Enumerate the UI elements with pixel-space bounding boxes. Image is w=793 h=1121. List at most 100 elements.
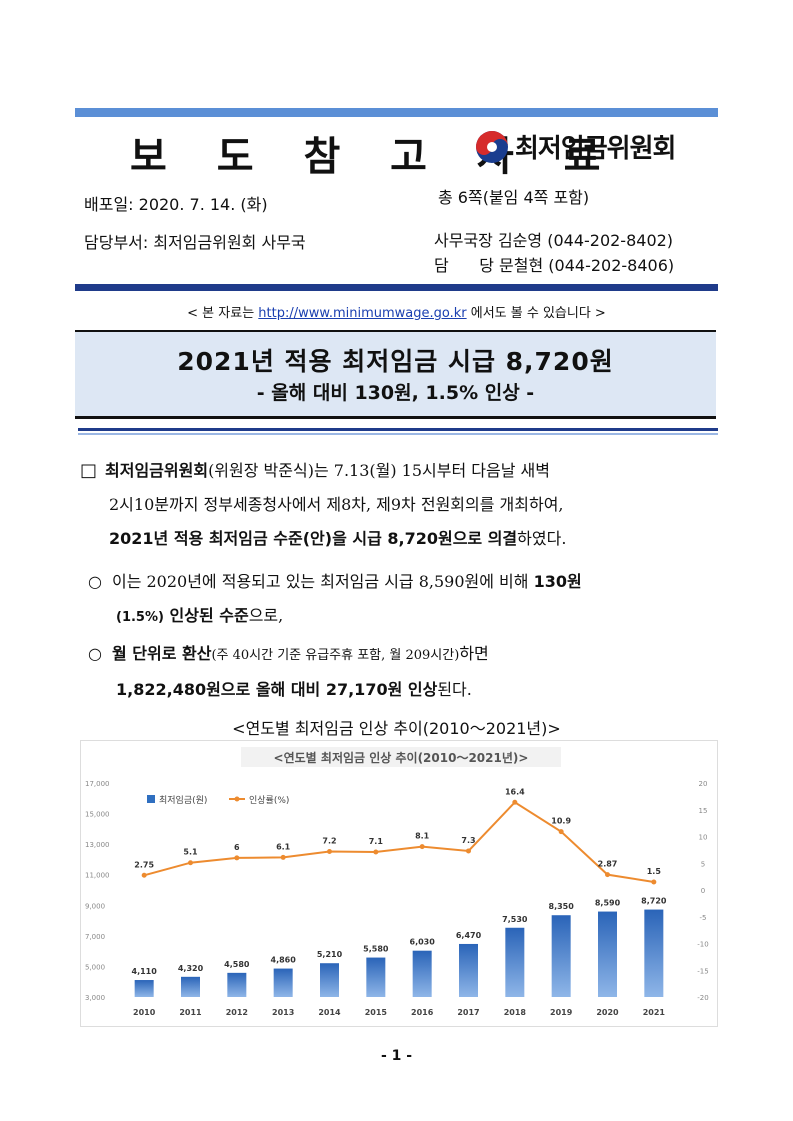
x-tick-label: 2016 — [411, 1008, 434, 1017]
increase-rate-point — [558, 829, 564, 835]
p3-monthly-amount: 1,822,480원으로 올해 대비 27,170원 인상 — [116, 680, 438, 699]
department: 담당부서: 최저임금위원회 사무국 — [84, 233, 306, 252]
increase-rate-point — [605, 872, 610, 878]
increase-rate-point — [141, 872, 147, 878]
wage-bar — [459, 943, 478, 997]
y-left-tick-label: 15,000 — [85, 811, 110, 819]
x-tick-label: 2011 — [179, 1008, 202, 1017]
p2-text1: 이는 2020년에 적용되고 있는 최저임금 시급 8,590원에 비해 — [111, 572, 534, 591]
increase-rate-point — [419, 844, 425, 850]
p1-line2: 2시10분까지 정부세종청사에서 제8차, 제9차 전원회의를 개최하여, — [109, 495, 564, 514]
increase-rate-label: 7.3 — [461, 836, 475, 845]
org-logo-text: 최저임금위원회 — [515, 134, 676, 164]
chart-caption: <연도별 최저임금 인상 추이(2010～2021년)> — [232, 719, 561, 738]
y-right-tick-label: -15 — [697, 967, 708, 975]
y-right-tick-label: -5 — [700, 914, 707, 922]
increase-rate-label: 7.1 — [369, 837, 384, 846]
chart-frame: <연도별 최저임금 인상 추이(2010～2021년)> 최저임금(원) 인상률… — [80, 740, 718, 1027]
notice-prefix: < 본 자료는 — [187, 306, 259, 321]
p3-text1b: 하면 — [459, 644, 489, 663]
x-tick-label: 2017 — [457, 1008, 479, 1017]
y-left-tick-label: 17,000 — [85, 780, 110, 788]
wage-bar — [134, 980, 154, 997]
increase-rate-point — [234, 855, 240, 861]
p1-org: 최저임금위원회 — [105, 461, 209, 480]
increase-rate-point — [188, 860, 193, 866]
wage-bar-label: 6,470 — [456, 931, 482, 940]
y-left-tick-label: 13,000 — [85, 841, 110, 849]
x-tick-label: 2018 — [504, 1008, 527, 1017]
wage-bar — [505, 927, 525, 997]
wage-bar — [412, 950, 432, 997]
x-tick-label: 2020 — [596, 1008, 619, 1017]
wage-bar — [227, 972, 247, 997]
header-top-rule — [75, 108, 718, 117]
wage-bar-label: 7,530 — [502, 915, 528, 924]
header-bottom-rule — [75, 284, 718, 291]
increase-rate-label: 16.4 — [505, 787, 525, 796]
p1-text1: (위원장 박준식)는 7.13(월) 15시부터 다음날 새벽 — [208, 461, 550, 480]
wage-bar-label: 4,580 — [224, 960, 250, 969]
taegeuk-logo-icon — [476, 130, 508, 163]
wage-bar — [598, 911, 617, 997]
contact-officer: 담 당 문철현 (044-202-8406) — [434, 256, 675, 275]
org-logo: 최저임금위원회 — [475, 128, 676, 165]
x-tick-label: 2015 — [365, 1008, 388, 1017]
p3-basis: (주 40시간 기준 유급주휴 포함, 월 209시간) — [211, 648, 460, 663]
contact-director: 사무국장 김순영 (044-202-8402) — [434, 231, 674, 250]
y-left-tick-label: 7,000 — [85, 933, 105, 941]
x-tick-label: 2014 — [318, 1008, 341, 1017]
notice-suffix: 에서도 볼 수 있습니다 > — [466, 306, 606, 321]
legend-line-label: 인상률(%) — [249, 795, 289, 806]
increase-rate-label: 1.5 — [647, 867, 662, 876]
wage-bar-label: 6,030 — [410, 938, 436, 947]
legend: 최저임금(원) 인상률(%) — [147, 794, 289, 806]
website-link[interactable]: http://www.minimumwage.go.kr — [258, 306, 467, 321]
y-left-tick-label: 3,000 — [85, 994, 105, 1002]
p3-text2: 된다. — [437, 680, 472, 699]
increase-rate-line — [143, 800, 654, 883]
wage-bar — [551, 915, 571, 997]
p1-text3: 하였다. — [517, 529, 567, 548]
p2-amount: 130원 — [533, 572, 582, 591]
wage-bar-label: 4,320 — [178, 964, 204, 973]
page-number: - 1 - — [380, 1048, 413, 1064]
y-right-tick-label: 20 — [699, 780, 708, 788]
y-left-tick-label: 11,000 — [85, 872, 110, 880]
headline-sub: - 올해 대비 130원, 1.5% 인상 - — [256, 382, 535, 404]
wage-bar — [320, 963, 339, 997]
increase-rate-label: 2.87 — [598, 860, 618, 869]
circle-bullet-2: ○ — [88, 644, 102, 663]
x-tick-label: 2012 — [226, 1008, 248, 1017]
square-bullet: □ — [80, 460, 98, 481]
p2-percent: (1.5%) — [116, 610, 164, 625]
wage-bar-label: 5,210 — [317, 950, 343, 959]
increase-rate-label: 2.75 — [134, 860, 154, 869]
y-left-tick-label: 5,000 — [85, 963, 105, 971]
increase-rate-point — [512, 799, 518, 805]
increase-rate-point — [466, 848, 471, 854]
wage-bar-label: 8,720 — [641, 897, 667, 906]
wage-bar-label: 8,350 — [549, 902, 575, 911]
document-type-title: 보 도 참 고 자 료 — [130, 133, 619, 180]
wage-bar-label: 4,860 — [271, 956, 297, 965]
paragraph-3: ○ 월 단위로 환산(주 40시간 기준 유급주휴 포함, 월 209시간)하면 … — [88, 637, 720, 707]
wage-bar — [366, 957, 386, 997]
wage-bar — [644, 909, 664, 997]
minimum-wage-chart: <연도별 최저임금 인상 추이(2010～2021년)> 최저임금(원) 인상률… — [85, 747, 709, 1017]
circle-bullet: ○ — [88, 572, 102, 591]
p2-increase: 인상된 수준 — [163, 606, 249, 625]
increase-rate-label: 6 — [234, 843, 240, 852]
x-tick-label: 2013 — [272, 1008, 294, 1017]
p3-monthly: 월 단위로 환산 — [111, 644, 212, 663]
wage-bar-label: 4,110 — [132, 967, 158, 976]
p1-decision: 2021년 적용 최저임금 수준(안)을 시급 8,720원으로 의결 — [109, 529, 518, 548]
paragraph-1: □ 최저임금위원회(위원장 박준식)는 7.13(월) 15시부터 다음날 새벽 … — [80, 454, 720, 556]
y-right-tick-label: -10 — [697, 941, 708, 949]
increase-rate-label: 7.2 — [322, 836, 336, 845]
increase-rate-point — [280, 854, 286, 860]
y-right-tick-label: 5 — [701, 860, 705, 868]
x-tick-label: 2019 — [550, 1008, 573, 1017]
headline-main: 2021년 적용 최저임금 시급 8,720원 — [177, 347, 614, 376]
chart-title: <연도별 최저임금 인상 추이(2010～2021년)> — [274, 750, 529, 765]
